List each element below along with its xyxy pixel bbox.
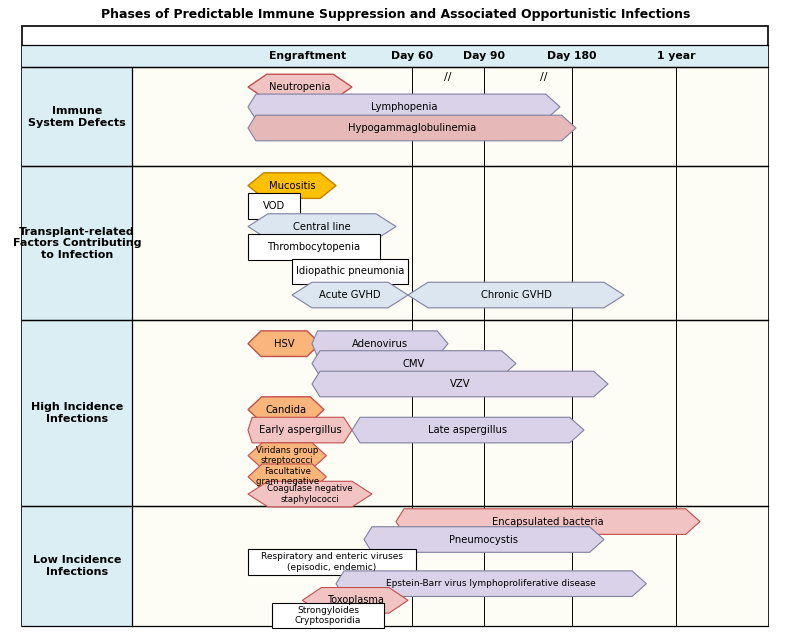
Text: Engraftment: Engraftment: [270, 51, 346, 61]
Bar: [272, 603, 384, 628]
Text: CMV: CMV: [403, 358, 425, 369]
Polygon shape: [248, 173, 336, 198]
Bar: [248, 234, 380, 260]
Polygon shape: [248, 331, 320, 356]
Text: Chronic GVHD: Chronic GVHD: [481, 290, 551, 300]
Text: Day 60: Day 60: [391, 51, 433, 61]
Bar: [132, 67, 768, 166]
Bar: [22, 166, 132, 320]
Text: Adenovirus: Adenovirus: [352, 339, 408, 349]
Text: Encapsulated bacteria: Encapsulated bacteria: [492, 516, 604, 527]
Text: HSV: HSV: [274, 339, 294, 349]
Text: //: //: [444, 72, 452, 82]
Text: Thrombocytopenia: Thrombocytopenia: [267, 242, 361, 252]
Bar: [132, 506, 768, 626]
Bar: [22, 320, 132, 506]
Text: Early aspergillus: Early aspergillus: [258, 425, 342, 435]
Text: Strongyloides
Cryptosporidia: Strongyloides Cryptosporidia: [295, 606, 361, 625]
Bar: [22, 506, 132, 626]
Bar: [22, 45, 768, 67]
Bar: [292, 259, 408, 284]
Polygon shape: [248, 464, 326, 490]
Polygon shape: [352, 417, 584, 443]
Polygon shape: [312, 371, 608, 397]
Text: VOD: VOD: [263, 201, 285, 211]
Text: Toxoplasma: Toxoplasma: [326, 595, 384, 605]
Text: Lymphopenia: Lymphopenia: [370, 102, 438, 112]
Polygon shape: [336, 571, 646, 596]
Bar: [132, 320, 768, 506]
Polygon shape: [248, 74, 352, 100]
Bar: [248, 549, 416, 575]
Text: 1 year: 1 year: [657, 51, 695, 61]
Polygon shape: [396, 509, 700, 534]
Polygon shape: [248, 397, 324, 422]
Text: Facultative
gram negative: Facultative gram negative: [255, 467, 319, 486]
Text: Coagulase negative
staphylococci: Coagulase negative staphylococci: [267, 484, 353, 504]
Text: Late aspergillus: Late aspergillus: [429, 425, 507, 435]
Text: Central line: Central line: [293, 221, 351, 232]
Polygon shape: [312, 351, 516, 376]
Text: VZV: VZV: [450, 379, 470, 389]
Text: Epstein-Barr virus lymphoproliferative disease: Epstein-Barr virus lymphoproliferative d…: [386, 579, 596, 588]
Text: Immune
System Defects: Immune System Defects: [28, 106, 126, 127]
Bar: [132, 166, 768, 320]
Polygon shape: [248, 417, 352, 443]
Text: High Incidence
Infections: High Incidence Infections: [31, 402, 123, 424]
Bar: [248, 193, 300, 219]
Bar: [22, 67, 132, 166]
Polygon shape: [248, 443, 326, 468]
Text: Acute GVHD: Acute GVHD: [319, 290, 381, 300]
Text: Hypogammaglobulinemia: Hypogammaglobulinemia: [348, 123, 476, 133]
Polygon shape: [312, 331, 448, 356]
Text: Mucositis: Mucositis: [269, 180, 315, 191]
Text: Low Incidence
Infections: Low Incidence Infections: [33, 555, 122, 577]
Text: Day 90: Day 90: [463, 51, 505, 61]
Polygon shape: [408, 282, 624, 308]
Text: Pneumocystis: Pneumocystis: [450, 534, 518, 545]
Text: Phases of Predictable Immune Suppression and Associated Opportunistic Infections: Phases of Predictable Immune Suppression…: [101, 8, 690, 20]
Text: Candida: Candida: [266, 404, 306, 415]
Polygon shape: [248, 115, 576, 141]
Text: Neutropenia: Neutropenia: [270, 82, 330, 92]
Text: Respiratory and enteric viruses
(episodic, endemic): Respiratory and enteric viruses (episodi…: [261, 552, 403, 572]
Polygon shape: [302, 588, 408, 613]
Text: Transplant-related
Factors Contributing
to Infection: Transplant-related Factors Contributing …: [13, 227, 142, 260]
Polygon shape: [248, 214, 396, 239]
Polygon shape: [248, 481, 372, 507]
Text: Idiopathic pneumonia: Idiopathic pneumonia: [296, 266, 404, 276]
Polygon shape: [292, 282, 408, 308]
Polygon shape: [248, 94, 560, 120]
Text: Viridans group
streptococci: Viridans group streptococci: [256, 446, 318, 465]
Polygon shape: [364, 527, 604, 552]
Text: //: //: [540, 72, 548, 82]
Text: Day 180: Day 180: [547, 51, 597, 61]
